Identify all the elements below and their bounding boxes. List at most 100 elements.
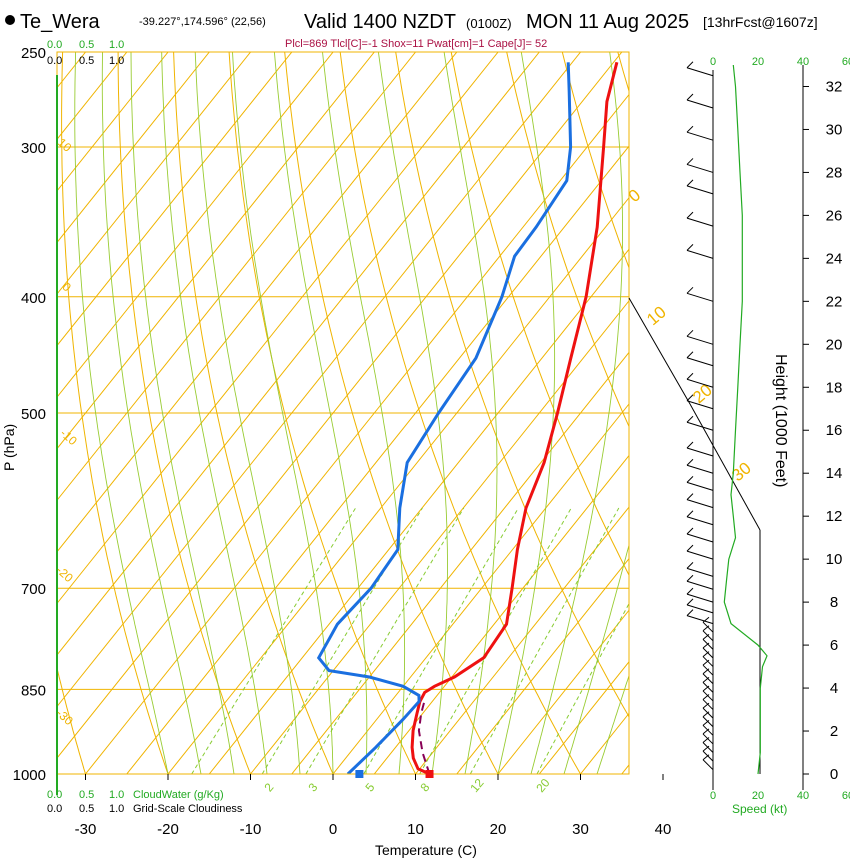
moist-adiabat-line <box>497 52 556 774</box>
height-tick-label: 28 <box>826 164 843 181</box>
mixing-ratio-label: 20 <box>533 776 553 795</box>
isotherm-line <box>746 52 850 774</box>
barb-shaft <box>686 421 714 431</box>
moist-adiabat-line <box>563 543 629 774</box>
bottom-scale-black-1: 0.5 <box>79 803 94 815</box>
wind-barb <box>686 179 714 195</box>
mixing-ratio-line <box>536 602 629 774</box>
pressure-tick-label: 700 <box>21 581 46 598</box>
wind-barb <box>702 616 714 633</box>
barb-flag <box>702 719 710 726</box>
wind-barb <box>686 476 714 491</box>
wind-speed-bottom-label: 60 <box>842 790 850 802</box>
wind-barb <box>686 587 714 603</box>
barb-shaft <box>686 217 714 227</box>
wind-barb <box>686 561 714 577</box>
barb-shaft <box>686 615 714 625</box>
barb-shaft <box>686 464 714 474</box>
sounding-params: Plcl=869 Tlcl[C]=-1 Shox=11 Pwat[cm]=1 C… <box>285 38 547 50</box>
barb-shaft <box>702 630 714 642</box>
mixing-ratio-line <box>305 507 465 774</box>
isotherm-line <box>57 52 499 605</box>
barb-flag <box>686 415 694 423</box>
barb-shaft <box>702 759 714 771</box>
isotherm-line <box>57 52 251 295</box>
bottom-scale-green-2: 1.0 <box>109 789 124 801</box>
pressure-tick-label: 500 <box>21 406 46 423</box>
wind-barb <box>686 211 714 227</box>
isotherm-line <box>456 557 629 774</box>
plot-clip-group <box>0 52 850 774</box>
height-tick-label: 20 <box>826 336 843 353</box>
barb-shaft <box>686 580 714 590</box>
y-axis-title: P (hPa) <box>1 424 17 471</box>
isotherm-label: 0 <box>60 280 75 295</box>
site-coords: -39.227°,174.596° (22,56) <box>139 16 266 28</box>
barb-shaft <box>686 499 714 509</box>
isotherm-line <box>57 52 210 244</box>
wind-speed-bottom-label: 40 <box>797 790 809 802</box>
dry-adiabat-line <box>506 52 629 428</box>
barb-shaft <box>702 742 714 753</box>
dry-adiabat-line <box>228 52 416 774</box>
barb-flag <box>686 527 694 535</box>
top-scale-green-1: 0.5 <box>79 39 94 51</box>
wind-barb <box>686 244 714 259</box>
plot-area <box>0 51 850 778</box>
top-scale-black-0: 0.0 <box>47 55 62 67</box>
mixing-ratio-line <box>191 507 357 774</box>
isotherm-line <box>250 300 629 774</box>
barb-flag <box>686 476 694 483</box>
cloud-water-label: CloudWater (g/Kg) <box>133 789 224 801</box>
x-tick-label: 0 <box>329 821 337 838</box>
x-tick-label: 10 <box>407 821 424 838</box>
moist-adiabat-line <box>130 52 235 774</box>
utc-time: (0100Z) <box>466 16 512 31</box>
x-tick-label: -20 <box>157 821 179 838</box>
barb-shaft <box>686 604 714 614</box>
barb-flag <box>702 685 710 692</box>
wind-barb <box>686 510 714 526</box>
barb-shaft <box>686 447 714 457</box>
barb-shaft <box>686 131 714 141</box>
dry-adiabat-line <box>561 52 629 270</box>
height-axis-title: Height (1000 Feet) <box>772 354 789 487</box>
wind-barb <box>702 754 714 771</box>
isotherm-line <box>373 454 629 774</box>
barb-shaft <box>686 99 714 109</box>
barb-shaft <box>686 567 714 577</box>
barb-shaft <box>686 400 714 410</box>
bottom-scale-green-0: 0.0 <box>47 789 62 801</box>
bottom-scale-black-2: 1.0 <box>109 803 124 815</box>
dry-adiabat-line <box>673 52 850 774</box>
barb-shaft <box>702 656 714 667</box>
height-tick-label: 12 <box>826 508 843 525</box>
dry-adiabat-line <box>0 52 3 774</box>
barb-shaft <box>702 647 714 659</box>
height-tick-label: 4 <box>830 680 838 697</box>
theta-label: 10 <box>643 302 670 329</box>
barb-flag <box>686 458 694 466</box>
barb-shaft <box>702 621 714 633</box>
wind-barb <box>686 329 714 345</box>
theta-label: 0 <box>625 185 644 206</box>
barb-flag <box>702 668 710 675</box>
barb-flag <box>686 372 694 380</box>
wind-speed-trace <box>723 64 768 775</box>
height-connector-upper <box>628 297 691 405</box>
barb-flag <box>702 634 710 640</box>
barb-shaft <box>686 533 714 543</box>
barb-shaft <box>686 550 714 560</box>
barb-flag <box>702 616 710 623</box>
barb-flag <box>686 544 694 552</box>
barb-shaft <box>686 249 714 259</box>
bottom-scale-black-0: 0.0 <box>47 803 62 815</box>
wind-barb <box>686 527 714 543</box>
barb-shaft <box>702 682 714 693</box>
barb-flag <box>686 179 694 187</box>
isotherm-line <box>57 52 623 759</box>
barb-shaft <box>686 593 714 603</box>
valid-time: Valid 1400 NZDT <box>304 11 456 33</box>
